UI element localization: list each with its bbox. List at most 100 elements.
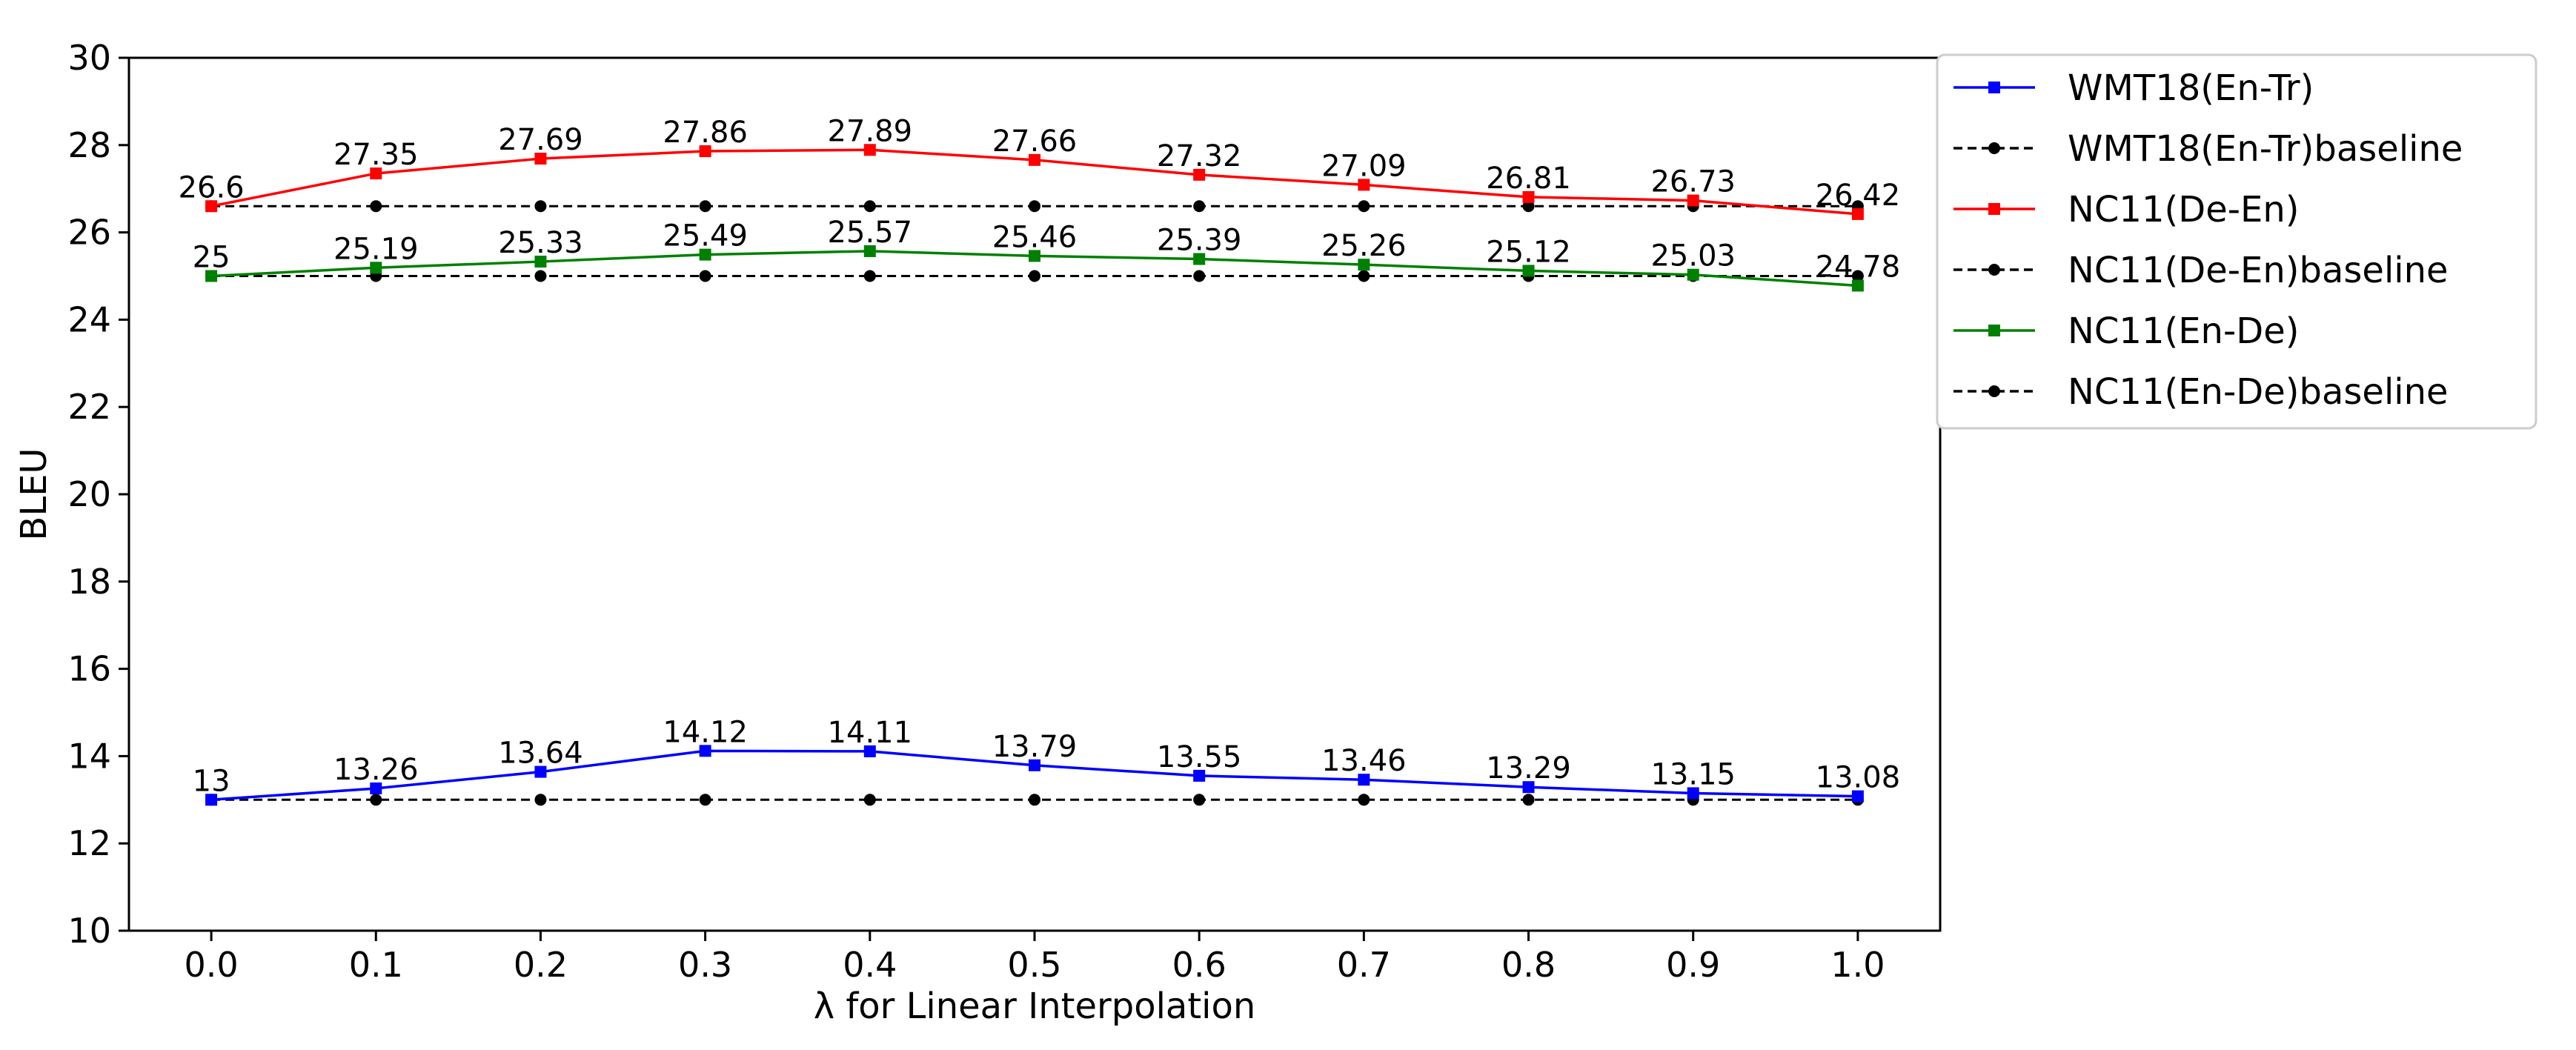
data-label: 26.81 [1486,162,1571,196]
legend-label: NC11(En-De)baseline [2068,371,2449,413]
data-label: 25.57 [828,216,913,250]
x-tick-label: 0.2 [514,945,568,985]
y-axis: 10 12 14 16 18 20 22 24 26 28 30 [67,38,129,951]
data-point [1193,253,1206,265]
data-point [1522,265,1535,277]
data-label: 25.26 [1321,229,1407,263]
data-point [370,794,382,806]
data-point [1358,270,1370,282]
data-point [1193,168,1206,181]
data-label: 13.26 [333,753,419,787]
data-label: 25.33 [498,226,583,260]
data-label: 27.89 [828,114,913,148]
legend-item: NC11(En-De) [1953,310,2300,352]
data-point [1358,259,1370,271]
data-point [699,794,711,806]
data-point [699,270,711,282]
data-label: 26.73 [1650,165,1736,199]
data-label: 27.86 [663,116,748,150]
data-label: 13.64 [498,737,583,771]
data-label: 26.6 [179,170,245,205]
data-point [1029,270,1040,282]
data-point [534,765,547,778]
legend: WMT18(En-Tr) WMT18(En-Tr)baseline NC11(De-… [1936,53,2537,430]
data-point [205,794,218,806]
data-label: 13.55 [1157,740,1242,774]
data-label: 13.29 [1486,751,1571,785]
x-tick-label: 0.3 [678,945,732,985]
data-point [370,782,382,794]
legend-swatch-marker [1988,385,2000,397]
data-label: 27.66 [992,124,1078,159]
y-tick-label: 28 [67,125,111,165]
data-label: 25.12 [1486,235,1571,269]
data-point [1029,200,1040,213]
y-tick-label: 18 [67,562,111,602]
data-point [1522,794,1535,806]
legend-swatch-marker [1988,82,2000,93]
data-label: 24.78 [1816,250,1901,284]
data-point [699,745,711,757]
legend-label: WMT18(En-Tr)baseline [2068,128,2463,170]
data-point [1522,200,1535,213]
y-tick-label: 12 [67,823,111,863]
data-labels: 13 13.26 13.64 14.12 14.11 13.79 13.55 13.46 13.… [179,114,1901,798]
data-label: 14.12 [663,715,748,749]
data-point [1193,200,1206,213]
data-point [863,270,876,282]
legend-swatch-marker [1988,142,2000,154]
data-point [1851,790,1864,803]
data-point [1687,194,1699,207]
series-wmt18-en-tr [205,745,1864,806]
x-tick-label: 0.0 [185,945,239,985]
data-point [699,200,711,213]
legend-swatch-marker [1988,203,2000,215]
data-label: 27.35 [333,138,419,172]
data-point [370,262,382,274]
data-point [1687,268,1699,281]
legend-item: NC11(En-De)baseline [1953,371,2449,413]
x-tick-label: 0.4 [843,945,897,985]
data-point [1522,190,1535,203]
y-tick-label: 10 [67,911,111,951]
data-label: 25.19 [333,232,419,266]
y-tick-label: 20 [67,474,111,514]
data-point [534,200,547,213]
legend-item: WMT18(En-Tr)baseline [1953,128,2463,170]
data-point [534,794,547,806]
data-point [1029,153,1040,166]
x-axis: 0.0 0.1 0.2 0.3 0.4 0.5 0.6 0.7 0.8 0.9 1.0 [185,931,1885,985]
legend-swatch-marker [1988,264,2000,276]
data-label: 25.03 [1650,239,1736,273]
data-point [1029,759,1040,771]
data-point [863,245,876,257]
data-label: 25.39 [1157,224,1242,258]
data-label: 14.11 [828,716,913,750]
x-axis-label: λ for Linear Interpolation [814,986,1256,1027]
legend-frame [1936,53,2537,430]
series-nc11-de-en [205,144,1864,220]
x-tick-label: 0.1 [349,945,403,985]
y-tick-label: 30 [67,38,111,78]
legend-item: NC11(De-En) [1953,189,2300,230]
legend-label: NC11(En-De) [2068,310,2300,352]
data-point [1851,270,1864,282]
data-point [699,248,711,261]
x-tick-label: 0.5 [1007,945,1061,985]
data-point [863,144,876,156]
data-point [1358,794,1370,806]
data-point [1193,769,1206,782]
data-point [1193,270,1206,282]
x-tick-label: 0.9 [1666,945,1720,985]
data-label: 13.46 [1321,744,1407,778]
data-label: 27.32 [1157,139,1242,173]
data-label: 13 [193,764,230,798]
series-nc11-en-de [205,245,1864,292]
data-point [534,256,547,268]
legend-item: WMT18(En-Tr) [1953,67,2314,109]
data-label: 13.08 [1816,761,1901,795]
y-tick-label: 22 [67,387,111,427]
data-point [370,167,382,180]
